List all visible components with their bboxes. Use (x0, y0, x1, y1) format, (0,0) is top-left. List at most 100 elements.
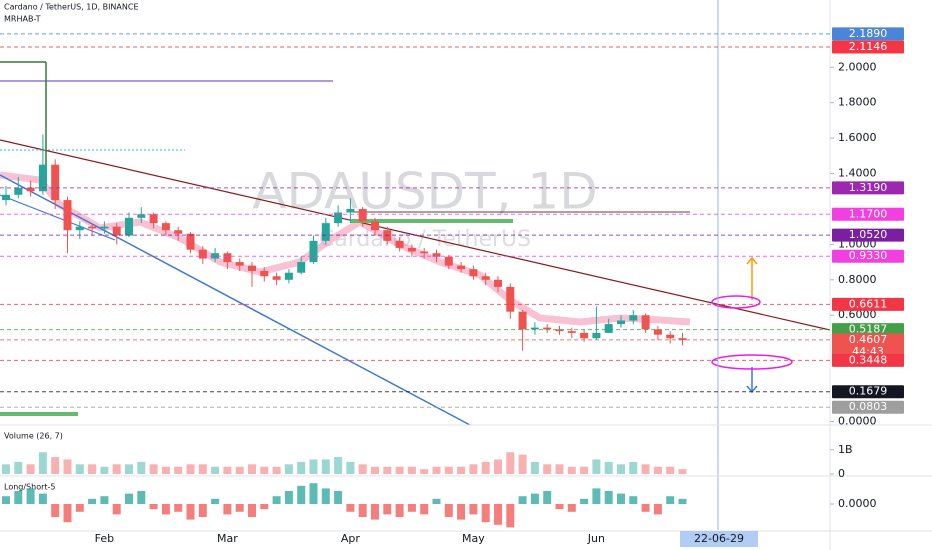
price-label-box (832, 353, 904, 367)
price-label-box (832, 297, 904, 311)
oscillator-bar (235, 504, 244, 512)
volume-bar (75, 464, 84, 474)
candle-body (481, 276, 490, 280)
candle-body (555, 329, 564, 332)
cursor-date-box (680, 531, 758, 547)
volume-bar (666, 466, 675, 474)
volume-bar (383, 466, 392, 474)
oscillator-bar (530, 493, 539, 504)
candle-body (567, 331, 576, 333)
candle-body (88, 226, 97, 229)
oscillator-bar (26, 488, 35, 504)
oscillator-bar (358, 504, 367, 517)
price-label: 0.6611 (849, 297, 888, 310)
trendline (0, 194, 116, 241)
volume-bar (506, 452, 515, 474)
volume-bar (235, 466, 244, 474)
oscillator-bar (395, 504, 404, 517)
volume-bar (272, 466, 281, 474)
oscillator-bar (100, 496, 109, 504)
price-label-box (832, 181, 904, 195)
volume-bar (358, 464, 367, 474)
y-tick-label: 1.8000 (838, 96, 877, 109)
oscillator-bar (51, 504, 60, 517)
cursor-date: 22-06-29 (694, 532, 744, 545)
volume-bar (530, 461, 539, 474)
y-tick-label: 0.6000 (838, 308, 877, 321)
candle-body (629, 315, 638, 321)
oscillator-bar (469, 504, 478, 515)
volume-bar (567, 466, 576, 474)
oscillator-bar (481, 504, 490, 523)
trendline (0, 174, 471, 426)
volume-bar (297, 461, 306, 474)
volume-bar (469, 464, 478, 474)
oscillator-bar (567, 504, 576, 512)
y-tick-label: 1.6000 (838, 131, 877, 144)
oscillator-bar (371, 504, 379, 520)
price-label-box (832, 385, 904, 399)
oscillator-bar (334, 491, 343, 504)
volume-bar (88, 464, 97, 474)
oscillator-bar (494, 504, 502, 525)
candle-body (75, 226, 84, 231)
candle-body (617, 320, 625, 325)
candle-body (161, 223, 170, 231)
arrow-head (746, 256, 758, 265)
price-label-box (832, 207, 904, 221)
candle-body (604, 324, 613, 333)
volume-bar (604, 461, 613, 474)
oscillator-bar (211, 498, 220, 504)
volume-bar (137, 461, 146, 474)
y-tick-label: 0 (838, 467, 845, 480)
candle-body (235, 262, 244, 266)
candle-body (666, 334, 675, 339)
volume-bar (432, 466, 441, 474)
watermark-name: Cardano / TetherUS (319, 227, 531, 252)
oscillator-bar (125, 493, 133, 504)
volume-bar (334, 457, 343, 474)
candle-body (420, 251, 429, 254)
candle-body (63, 200, 72, 231)
oscillator-bar (653, 504, 662, 515)
volume-bar (14, 461, 23, 474)
oscillator-bar (518, 496, 527, 504)
candle-body (260, 270, 269, 277)
y-tick-label: 1.4000 (838, 167, 877, 180)
oscillator-bar (297, 485, 306, 504)
candle-body (100, 226, 109, 229)
volume-bar (284, 464, 293, 474)
y-tick-label: 0.8000 (838, 273, 877, 286)
price-label-box (832, 249, 904, 263)
candle-body (457, 265, 466, 270)
volume-bar (125, 464, 133, 474)
candle-body (14, 187, 23, 195)
x-tick-label: May (462, 532, 485, 545)
volume-bar (420, 469, 429, 474)
candle-body (112, 226, 121, 236)
oscillator-bar (420, 504, 429, 515)
oscillator-bar (88, 498, 97, 504)
candle-body (38, 164, 47, 192)
oscillator-bar (174, 504, 183, 512)
candle-body (272, 276, 281, 280)
volume-bar (260, 466, 269, 474)
x-tick-label: Feb (95, 532, 114, 545)
oscillator-bar (248, 504, 256, 517)
price-label: 0.1679 (849, 385, 888, 398)
volume-bar (100, 466, 109, 474)
volume-bar (518, 454, 527, 474)
candle-body (186, 233, 195, 250)
price-label-box (832, 333, 904, 360)
candle-body (137, 214, 146, 218)
oscillator-bar (457, 504, 466, 520)
volume-bar (186, 464, 195, 474)
price-label: 0.4607 (849, 333, 888, 346)
price-label: 2.1146 (849, 40, 888, 53)
candle-body (432, 253, 441, 257)
oscillator-bar (383, 504, 392, 515)
oscillator-bar (161, 504, 170, 515)
candle-body (211, 253, 220, 259)
price-label: 2.1890 (849, 27, 888, 40)
